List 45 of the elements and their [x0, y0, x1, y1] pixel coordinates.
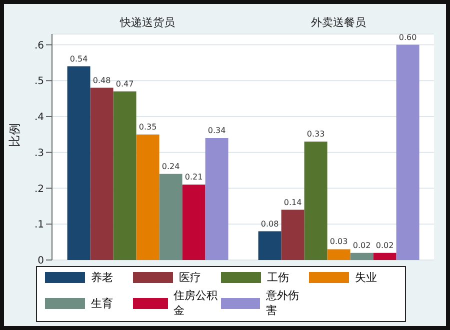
bar [113, 91, 136, 260]
data-label: 0.60 [398, 32, 417, 42]
y-tick-label: .5 [34, 76, 44, 88]
bar [258, 231, 282, 260]
y-tick-label: 0 [38, 256, 44, 267]
data-label: 0.47 [116, 79, 134, 88]
data-label: 0.35 [138, 122, 157, 132]
legend-label: 养老 [91, 270, 113, 285]
legend-label: 意外伤害 [266, 288, 300, 318]
y-axis-title: 比例 [7, 123, 22, 147]
legend-label: 医疗 [179, 270, 201, 285]
data-label: 0.54 [70, 54, 88, 64]
data-label: 0.21 [184, 172, 203, 182]
data-label: 0.48 [92, 76, 111, 85]
legend-label: 工伤 [267, 270, 289, 285]
bar [205, 138, 228, 260]
bar [373, 252, 396, 260]
bar [327, 249, 350, 260]
data-label: 0.33 [306, 130, 325, 139]
y-tick-label: .3 [34, 148, 44, 159]
bar [396, 44, 420, 260]
bar [136, 134, 160, 260]
legend-label: 住房公积金 [174, 288, 219, 318]
data-label: 0.03 [330, 237, 348, 246]
bar [67, 66, 90, 260]
bar [159, 174, 182, 260]
y-tick-label: .4 [34, 112, 44, 124]
bar [182, 184, 206, 260]
x-tick-label: 外卖送餐员 [311, 16, 366, 29]
bar [281, 210, 304, 260]
legend-label: 失业 [355, 270, 377, 285]
bar [90, 88, 114, 260]
y-tick-label: .2 [34, 184, 44, 195]
data-label: 0.34 [208, 126, 226, 136]
data-label: 0.02 [376, 240, 394, 250]
data-label: 0.08 [260, 219, 279, 228]
legend-label: 生育 [91, 296, 113, 310]
bar [304, 142, 328, 260]
data-label: 0.24 [162, 162, 180, 171]
data-label: 0.02 [352, 240, 371, 250]
y-tick-label: .1 [34, 220, 44, 231]
data-label: 0.14 [284, 198, 302, 207]
bar [350, 252, 374, 260]
y-tick-label: .6 [34, 40, 44, 52]
x-tick-label: 快递送货员 [119, 16, 175, 29]
